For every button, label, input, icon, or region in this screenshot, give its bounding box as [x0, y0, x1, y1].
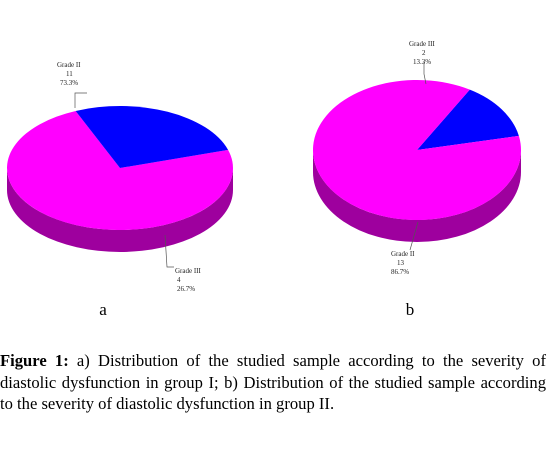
- caption-prefix: Figure 1:: [0, 351, 69, 370]
- pie-a-percent-grade-ii: 73.3%: [60, 79, 78, 87]
- caption-text: a) Distribution of the studied sample ac…: [0, 351, 546, 413]
- pie-b-percent-grade-iii: 13.3%: [413, 58, 431, 66]
- pie-a-slice-0: [6, 110, 233, 230]
- pie-a-label-grade-ii: Grade II: [57, 61, 81, 69]
- pie-a-leader-grade-ii: [74, 92, 87, 108]
- pie-b-label-grade-ii: Grade II: [391, 250, 415, 258]
- pie-a-label-grade-iii: Grade III: [175, 267, 202, 275]
- pie-chart-b: Grade III 2 13.3% Grade II 13 86.7% b: [313, 40, 522, 319]
- pie-b-leader-grade-iii: [423, 62, 427, 85]
- figure-charts: Grade II 11 73.3% Grade III 4 26.7% a Gr…: [6, 40, 522, 319]
- pie-a-leader-grade-iii: [164, 234, 174, 268]
- pie-b-leader-grade-ii: [409, 221, 419, 251]
- pie-b-label-grade-iii: Grade III: [409, 40, 436, 48]
- pie-a-percent-grade-iii: 26.7%: [177, 285, 195, 293]
- pie-a-side-0-0: [7, 168, 233, 252]
- pie-a-slice-1: [75, 106, 229, 168]
- panel-label-b: b: [406, 300, 415, 319]
- panel-label-a: a: [99, 300, 107, 319]
- pie-a-count-grade-ii: 11: [66, 70, 73, 78]
- pie-b-count-grade-ii: 13: [397, 259, 405, 267]
- pie-b-count-grade-iii: 2: [422, 49, 426, 57]
- pie-b-side-1-0: [313, 150, 521, 242]
- pie-chart-a: Grade II 11 73.3% Grade III 4 26.7% a: [6, 61, 233, 319]
- pie-b-slice-1: [313, 79, 522, 221]
- figure-caption: Figure 1: a) Distribution of the studied…: [0, 350, 546, 415]
- pie-b-slice-0: [417, 89, 519, 150]
- pie-b-percent-grade-ii: 86.7%: [391, 268, 409, 276]
- pie-a-count-grade-iii: 4: [177, 276, 181, 284]
